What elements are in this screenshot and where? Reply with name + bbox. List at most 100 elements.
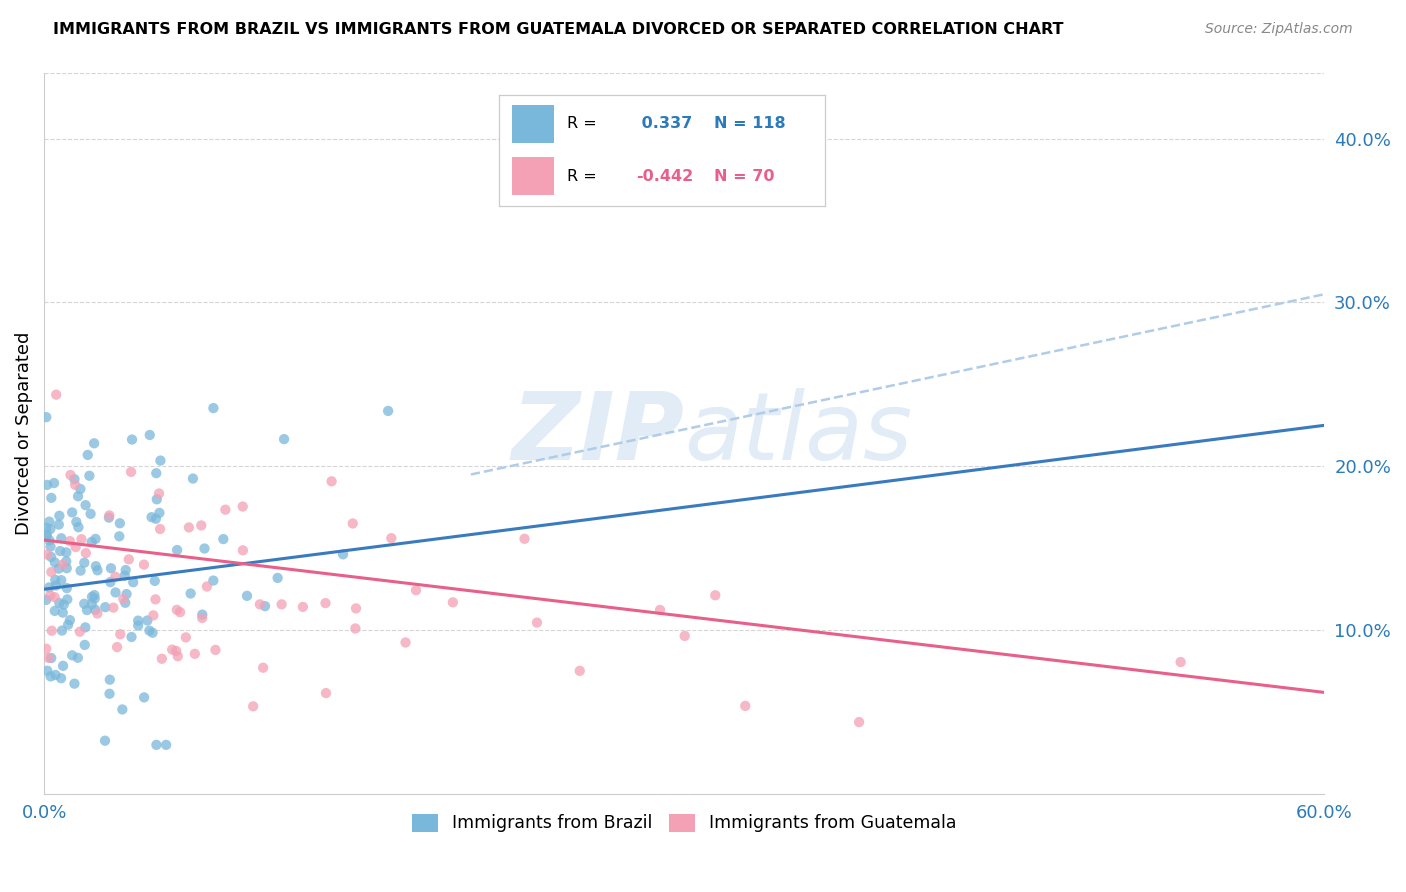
Point [114,568,136,582]
Point [165,644,187,658]
Point [648,603,671,617]
Point [51,531,73,545]
Point [184,647,207,661]
Point [42,476,65,491]
Point [143,574,166,588]
Point [1170,655,1192,669]
Point [111,702,134,716]
Point [181,472,204,486]
Point [141,510,163,524]
Point [56,592,79,607]
Point [86,563,108,577]
Point [148,506,170,520]
Point [63,676,86,690]
Point [105,640,128,654]
Point [108,516,131,531]
Point [526,615,548,630]
Point [704,588,727,602]
Point [673,629,696,643]
Point [84,532,107,546]
Point [35,530,58,544]
Point [236,589,259,603]
Point [118,552,141,566]
Point [52,598,75,612]
Point [139,428,162,442]
Point [63,477,86,491]
Point [191,611,214,625]
Point [127,618,149,632]
Point [232,500,254,514]
Point [114,563,136,577]
Point [195,580,218,594]
Point [48,517,70,532]
Point [214,502,236,516]
Point [734,698,756,713]
Point [380,531,402,545]
Point [97,510,120,524]
Point [55,554,77,568]
Point [35,410,58,425]
Point [315,596,337,610]
Point [98,508,121,523]
Point [134,690,156,705]
Point [41,491,63,505]
Legend: Immigrants from Brazil, Immigrants from Guatemala: Immigrants from Brazil, Immigrants from … [405,806,963,839]
Point [252,661,274,675]
Point [35,528,58,542]
Point [315,686,337,700]
Point [103,600,125,615]
Point [142,608,165,623]
Point [112,591,135,606]
Text: ZIP: ZIP [512,387,685,480]
Point [127,614,149,628]
Point [45,578,67,592]
Point [149,453,172,467]
Point [69,624,91,639]
Point [83,436,105,450]
Point [38,515,60,529]
Point [45,387,67,401]
Point [146,492,169,507]
Point [568,664,591,678]
Point [69,564,91,578]
Point [83,588,105,602]
Point [56,617,79,632]
Point [344,622,367,636]
Point [44,590,66,604]
Point [94,600,117,615]
Point [202,574,225,588]
Point [98,673,121,687]
Point [44,573,66,587]
Point [73,556,96,570]
Point [48,596,70,610]
Point [52,658,75,673]
Point [84,602,107,616]
Point [94,733,117,747]
Point [38,651,60,665]
Point [394,635,416,649]
Point [84,559,107,574]
Point [73,597,96,611]
Text: Source: ZipAtlas.com: Source: ZipAtlas.com [1205,22,1353,37]
Point [59,467,82,482]
Point [39,651,62,665]
Point [166,543,188,558]
Point [79,468,101,483]
Point [848,715,870,730]
Point [149,522,172,536]
Point [73,638,96,652]
Point [49,544,72,558]
Point [48,562,70,576]
Point [145,466,167,480]
Point [204,643,226,657]
Point [332,547,354,561]
Point [249,598,271,612]
Point [108,529,131,543]
Point [55,545,77,559]
Point [75,546,97,560]
Point [37,548,59,562]
Point [212,532,235,546]
Point [242,699,264,714]
Point [44,668,66,682]
Point [110,627,132,641]
